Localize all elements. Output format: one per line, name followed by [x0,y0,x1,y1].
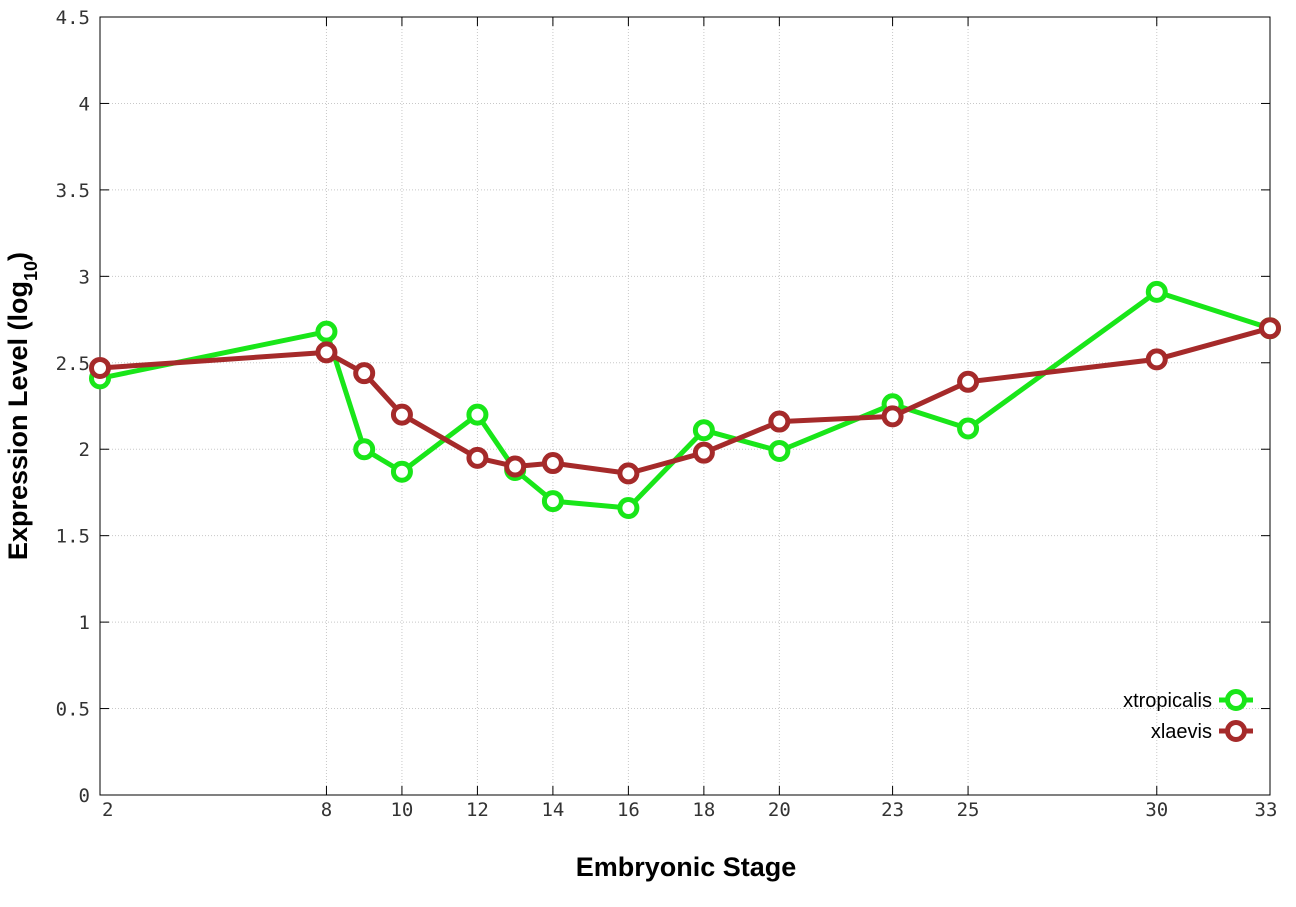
x-tick-label: 14 [541,799,564,821]
data-point [466,403,489,426]
series-xlaevis [89,317,1281,485]
plot-area-frame [99,16,1271,796]
data-point [504,455,527,478]
data-point [957,417,980,440]
y-tick-label: 2.5 [56,353,90,375]
data-point [466,446,489,469]
x-tick-label: 10 [390,799,413,821]
data-point [617,497,640,520]
x-axis: 2 8 10 12 14 16 18 20 23 25 30 33 [99,17,1278,821]
data-point [541,452,564,475]
y-tick-label: 1.5 [56,526,90,548]
y-tick-label: 1 [79,612,90,634]
legend-marker-swatch [1225,720,1247,742]
data-point [89,356,111,379]
series-layer [89,280,1281,520]
data-point [353,438,376,461]
data-point [390,460,413,483]
legend-label: xtropicalis [1123,690,1212,712]
x-tick-label: 23 [881,799,904,821]
x-tick-label: 12 [466,799,489,821]
y-tick-label: 2 [79,439,90,461]
data-point [881,405,904,428]
y-axis-title-subscript: 10 [21,261,41,281]
x-tick-label: 25 [957,799,980,821]
data-point [1145,280,1168,303]
y-tick-label: 4 [79,93,90,115]
data-point [692,441,715,464]
x-tick-label: 8 [321,799,332,821]
data-point [768,410,791,433]
x-tick-label: 33 [1255,799,1278,821]
data-point [353,362,376,385]
y-tick-label: 0 [79,785,90,807]
data-point [390,403,413,426]
legend: xtropicalis xlaevis [1123,689,1253,743]
data-point [1259,317,1281,340]
data-point [315,320,338,343]
x-tick-label: 30 [1145,799,1168,821]
data-point [617,462,640,485]
y-axis-title-close: ) [3,252,33,261]
y-axis-title-main: Expression Level (log [3,281,33,560]
data-point [768,439,791,462]
y-tick-label: 0.5 [56,699,90,721]
data-point [541,490,564,513]
x-axis-title: Embryonic Stage [576,852,797,882]
y-axis-title: Expression Level (log10) [3,252,41,560]
data-point [692,419,715,442]
legend-label: xlaevis [1151,721,1212,743]
y-tick-label: 3 [79,266,90,288]
y-axis: 0 0.5 1 1.5 2 2.5 3 3.5 4 4.5 [56,7,1270,807]
data-point [315,341,338,364]
legend-item-xlaevis: xlaevis [1151,720,1253,743]
data-point [957,370,980,393]
x-tick-label: 2 [102,799,113,821]
x-tick-label: 20 [768,799,791,821]
legend-marker-swatch [1225,689,1247,711]
x-tick-label: 16 [617,799,640,821]
legend-item-xtropicalis: xtropicalis [1123,689,1253,712]
y-tick-label: 4.5 [56,7,90,29]
data-point [1145,348,1168,371]
y-tick-label: 3.5 [56,180,90,202]
x-tick-label: 18 [692,799,715,821]
